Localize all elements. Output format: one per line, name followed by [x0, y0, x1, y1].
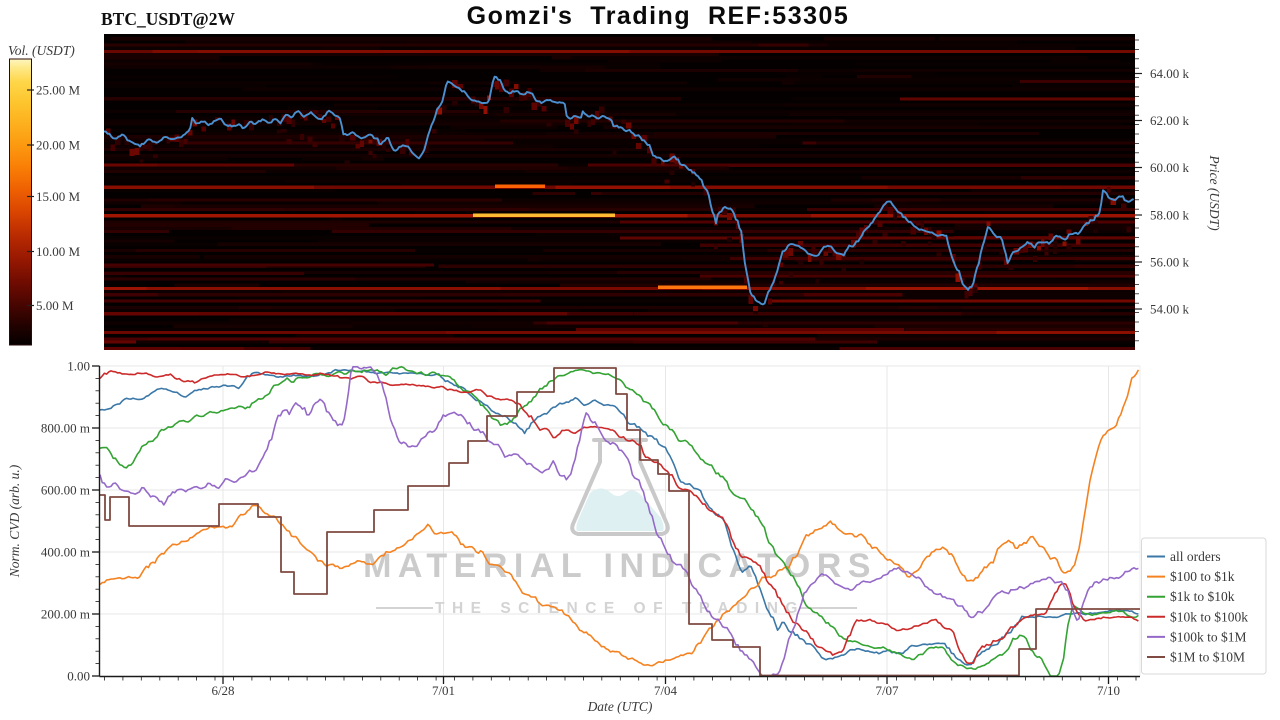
svg-text:Gomzi's Trading REF:53305: Gomzi's Trading REF:53305	[467, 2, 850, 30]
svg-text:6/28: 6/28	[211, 683, 234, 698]
svg-text:54.00 k: 54.00 k	[1150, 302, 1190, 317]
svg-text:64.00 k: 64.00 k	[1150, 66, 1190, 81]
svg-text:7/10: 7/10	[1097, 683, 1120, 698]
svg-text:56.00 k: 56.00 k	[1150, 255, 1190, 270]
svg-text:62.00 k: 62.00 k	[1150, 113, 1190, 128]
svg-text:MATERIAL INDICATORS: MATERIAL INDICATORS	[363, 547, 877, 585]
svg-text:Norm. CVD (arb. u.): Norm. CVD (arb. u.)	[7, 464, 22, 578]
svg-text:20.00 M: 20.00 M	[36, 138, 81, 153]
svg-text:BTC_USDT@2W: BTC_USDT@2W	[101, 9, 235, 29]
svg-text:0.00: 0.00	[67, 669, 90, 684]
svg-text:800.00 m: 800.00 m	[41, 421, 90, 436]
svg-text:200.00 m: 200.00 m	[41, 607, 90, 622]
svg-text:1.00: 1.00	[67, 359, 90, 374]
svg-text:THE SCIENCE OF TRADING: THE SCIENCE OF TRADING	[435, 600, 805, 617]
svg-text:$100k to $1M: $100k to $1M	[1170, 629, 1247, 644]
svg-text:$10k to $100k: $10k to $100k	[1170, 609, 1248, 624]
svg-text:10.00 M: 10.00 M	[36, 244, 81, 259]
svg-text:Date (UTC): Date (UTC)	[587, 699, 653, 714]
svg-text:5.00 M: 5.00 M	[36, 298, 74, 313]
svg-text:400.00 m: 400.00 m	[41, 545, 90, 560]
svg-text:Price (USDT): Price (USDT)	[1207, 154, 1222, 231]
svg-text:600.00 m: 600.00 m	[41, 483, 90, 498]
svg-text:Vol. (USDT): Vol. (USDT)	[8, 43, 75, 58]
svg-text:60.00 k: 60.00 k	[1150, 160, 1190, 175]
svg-text:7/04: 7/04	[654, 683, 678, 698]
svg-text:$100 to $1k: $100 to $1k	[1170, 569, 1235, 584]
svg-text:15.00 M: 15.00 M	[36, 189, 81, 204]
svg-text:7/07: 7/07	[875, 683, 899, 698]
svg-text:$1k to $10k: $1k to $10k	[1170, 589, 1235, 604]
svg-text:$1M to $10M: $1M to $10M	[1170, 650, 1245, 665]
svg-text:58.00 k: 58.00 k	[1150, 208, 1190, 223]
svg-text:all orders: all orders	[1170, 549, 1221, 564]
svg-text:25.00 M: 25.00 M	[36, 83, 81, 98]
svg-text:7/01: 7/01	[432, 683, 455, 698]
